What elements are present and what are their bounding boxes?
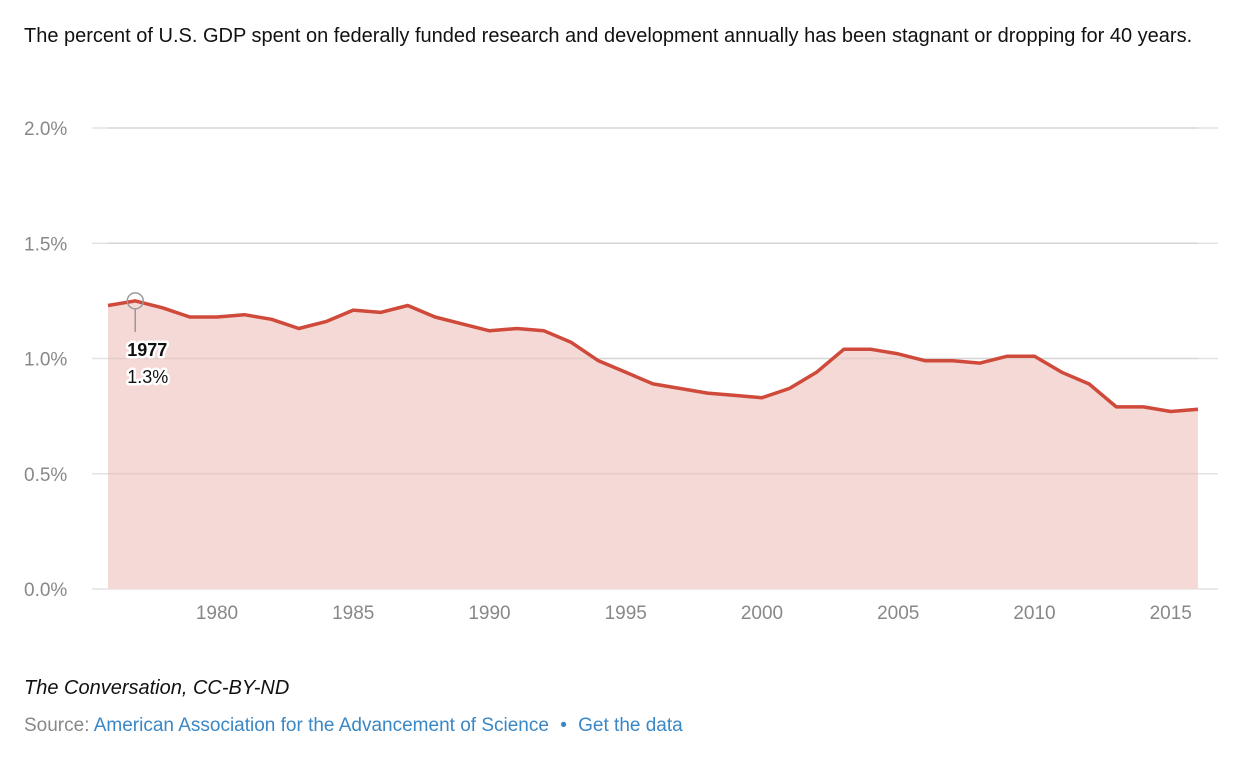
gridlines-overlay <box>108 127 1198 475</box>
data-point-1983[interactable] <box>295 325 303 333</box>
data-point-1989[interactable] <box>458 320 466 328</box>
data-point-2012[interactable] <box>1085 380 1093 388</box>
data-point-1999[interactable] <box>731 391 739 399</box>
y-tick-label: 2.0% <box>24 119 67 140</box>
y-tick-label: 1.0% <box>24 350 67 371</box>
data-point-1985[interactable] <box>349 306 357 314</box>
data-point-1980[interactable] <box>213 313 221 321</box>
data-point-2013[interactable] <box>1112 403 1120 411</box>
data-point-1993[interactable] <box>567 338 575 346</box>
data-point-2002[interactable] <box>813 368 821 376</box>
data-point-1981[interactable] <box>240 311 248 319</box>
tooltip-marker <box>126 292 144 310</box>
data-point-2004[interactable] <box>867 345 875 353</box>
x-tick-label: 2010 <box>1013 603 1055 624</box>
get-data-link[interactable]: Get the data <box>578 715 683 736</box>
chart-title: The percent of U.S. GDP spent on federal… <box>24 25 1193 47</box>
data-point-2006[interactable] <box>922 357 930 365</box>
data-point-2011[interactable] <box>1058 368 1066 376</box>
data-point-2009[interactable] <box>1003 352 1011 360</box>
data-point-1987[interactable] <box>404 301 412 309</box>
data-point-2001[interactable] <box>785 384 793 392</box>
data-point-1998[interactable] <box>704 389 712 397</box>
data-point-1976[interactable] <box>104 301 112 309</box>
x-tick-label: 1990 <box>468 603 510 624</box>
x-tick-label: 1980 <box>196 603 238 624</box>
y-tick-label: 0.0% <box>24 580 67 601</box>
x-tick-label: 1985 <box>332 603 374 624</box>
x-axis-ticks: 1980 1985 1990 1995 2000 2005 2010 2015 <box>196 603 1192 624</box>
data-point-2015[interactable] <box>1167 408 1175 416</box>
data-point-1984[interactable] <box>322 318 330 326</box>
y-tick-label: 1.5% <box>24 234 67 255</box>
source-link[interactable]: American Association for the Advancement… <box>93 715 549 736</box>
data-point-1986[interactable] <box>377 308 385 316</box>
source-line: Source: American Association for the Adv… <box>24 715 683 737</box>
data-point-1994[interactable] <box>595 357 603 365</box>
y-axis-ticks: 0.0% 0.5% 1.0% 1.5% 2.0% <box>24 119 67 601</box>
data-point-1988[interactable] <box>431 313 439 321</box>
data-point-2014[interactable] <box>1140 403 1148 411</box>
series-line <box>107 299 1199 414</box>
data-point-2005[interactable] <box>894 350 902 358</box>
data-point-2007[interactable] <box>949 357 957 365</box>
x-tick-label: 2015 <box>1150 603 1192 624</box>
data-point-2003[interactable] <box>840 345 848 353</box>
x-tick-label: 1995 <box>605 603 647 624</box>
data-point-1992[interactable] <box>540 327 548 335</box>
data-point-2000[interactable] <box>758 394 766 402</box>
y-tick-label: 0.5% <box>24 465 67 486</box>
data-point-1991[interactable] <box>513 325 521 333</box>
tooltip-annotation: 1977 1.3% <box>125 292 171 389</box>
separator: • <box>560 715 567 736</box>
data-point-1996[interactable] <box>649 380 657 388</box>
data-point-1982[interactable] <box>268 315 276 323</box>
data-point-2010[interactable] <box>1031 352 1039 360</box>
data-point-1995[interactable] <box>622 368 630 376</box>
data-point-2008[interactable] <box>976 359 984 367</box>
x-tick-label: 2000 <box>741 603 783 624</box>
data-point-1979[interactable] <box>186 313 194 321</box>
source-label: Source: <box>24 715 90 736</box>
data-point-2016[interactable] <box>1194 405 1202 413</box>
tooltip-year: 1977 <box>127 340 167 360</box>
data-point-1978[interactable] <box>159 304 167 312</box>
tooltip-value: 1.3% <box>127 367 168 387</box>
data-point-1997[interactable] <box>676 384 684 392</box>
x-tick-label: 2005 <box>877 603 919 624</box>
area-fill <box>108 300 1198 589</box>
credit-line: The Conversation, CC-BY-ND <box>24 677 290 699</box>
data-point-1977[interactable] <box>131 297 139 305</box>
data-point-1990[interactable] <box>486 327 494 335</box>
